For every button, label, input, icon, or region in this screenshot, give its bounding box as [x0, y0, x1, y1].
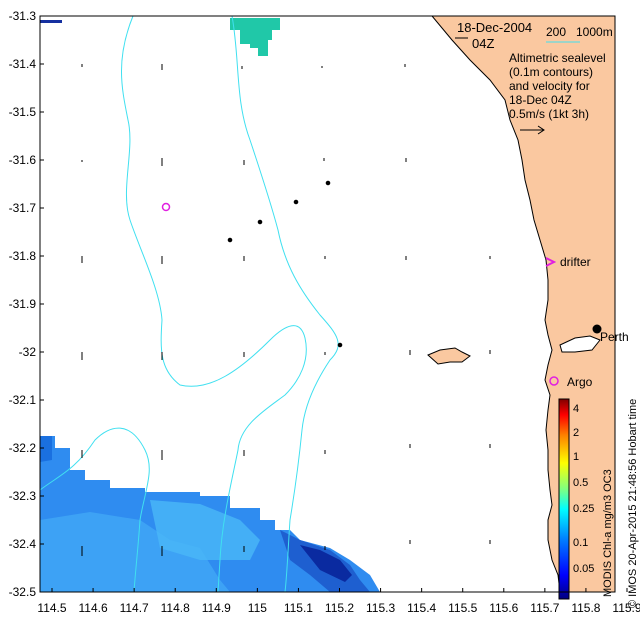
colorbar-title: MODIS Chl-a mg/m3 OC3: [602, 469, 614, 597]
lat-tick-label: -32.5: [9, 585, 37, 599]
legend-line-5: 0.5m/s (1kt 3h): [509, 107, 589, 121]
swan-river: [559, 335, 601, 353]
scale-bar-unit: 1000m: [576, 25, 613, 39]
lat-tick-label: -32.3: [9, 489, 37, 503]
lat-tick-label: -31.3: [9, 9, 37, 23]
colorbar-tick-0-05: 0.05: [573, 563, 594, 575]
argo-float-marker-offshore: [161, 202, 171, 212]
date-title: 18-Dec-2004: [457, 20, 532, 35]
argo-label: Argo: [567, 375, 593, 389]
colorbar-tick-0-25: 0.25: [573, 503, 594, 515]
argo-marker: [549, 376, 559, 386]
sealevel-contours: [39, 15, 339, 593]
lon-tick-label: 115.5: [448, 601, 477, 615]
latitude-axis: -31.3 -31.4 -31.5 -31.6 -31.7 -31.8 -31.9 -32 -3…: [9, 9, 44, 599]
lon-tick-label: 114.7: [120, 601, 149, 615]
scale-bar: 200 1000m: [546, 25, 613, 43]
velocity-arrows: [81, 64, 491, 556]
chl-patch-top: [230, 18, 280, 56]
drifter-marker: [545, 257, 557, 267]
lat-tick-label: -32.4: [9, 537, 37, 551]
velocity-legend: Altimetric sealevel (0.1m contours) and …: [509, 51, 606, 135]
scale-bar-label: 200: [546, 25, 566, 39]
drifter-label: drifter: [560, 255, 591, 269]
lat-tick-label: -31.9: [9, 297, 37, 311]
time-title: 04Z: [472, 36, 494, 51]
chlorophyll-layer: [40, 20, 380, 592]
colorbar-tick-0-1: 0.1: [573, 537, 588, 549]
lon-tick-label: 115.7: [530, 601, 559, 615]
lon-tick-label: 115.2: [325, 601, 354, 615]
colorbar-tick-0-5: 0.5: [573, 477, 588, 489]
lon-tick-label: 115.9: [612, 601, 640, 615]
colorbar-tick-2: 2: [573, 427, 579, 439]
lat-tick-label: -32.2: [9, 441, 37, 455]
lat-tick-label: -31.6: [9, 153, 37, 167]
lon-tick-label: 114.5: [37, 601, 66, 615]
lon-tick-label: 115.8: [571, 601, 600, 615]
longitude-axis: 114.5 114.6 114.7 114.8 114.9 115 115.1 115.2 11…: [37, 588, 640, 615]
perth-label: Perth: [600, 330, 629, 344]
lat-tick-label: -32: [19, 345, 37, 359]
legend-line-2: (0.1m contours): [509, 65, 593, 79]
lat-tick-label: -31.4: [9, 57, 37, 71]
perth-city-marker: [592, 324, 602, 334]
chl-pixel-top: [40, 20, 62, 23]
colorbar-tick-1: 1: [573, 451, 579, 463]
legend-line-4: 18-Dec 04Z: [509, 93, 572, 107]
credit-label: © IMOS 20-Apr-2015 21:48:56 Hobart time: [627, 399, 639, 608]
lon-tick-label: 115: [248, 601, 267, 615]
lon-tick-label: 114.6: [79, 601, 108, 615]
legend-line-1: Altimetric sealevel: [509, 51, 606, 65]
lon-tick-label: 115.3: [366, 601, 395, 615]
lon-tick-label: 115.4: [407, 601, 436, 615]
colorbar: 4 2 1 0.5 0.25 0.1 0.05: [558, 398, 594, 600]
lon-tick-label: 114.9: [202, 601, 231, 615]
lon-tick-label: 114.8: [161, 601, 190, 615]
lat-tick-label: -31.8: [9, 249, 37, 263]
lat-tick-label: -32.1: [9, 393, 37, 407]
lon-tick-label: 115.6: [489, 601, 518, 615]
colorbar-tick-4: 4: [573, 403, 579, 415]
lon-tick-label: 115.1: [284, 601, 313, 615]
lat-tick-label: -31.7: [9, 201, 37, 215]
rottnest-island: [427, 347, 471, 365]
lat-tick-label: -31.5: [9, 105, 37, 119]
legend-velocity-arrow: [520, 125, 545, 135]
legend-line-3: and velocity for: [509, 79, 590, 93]
